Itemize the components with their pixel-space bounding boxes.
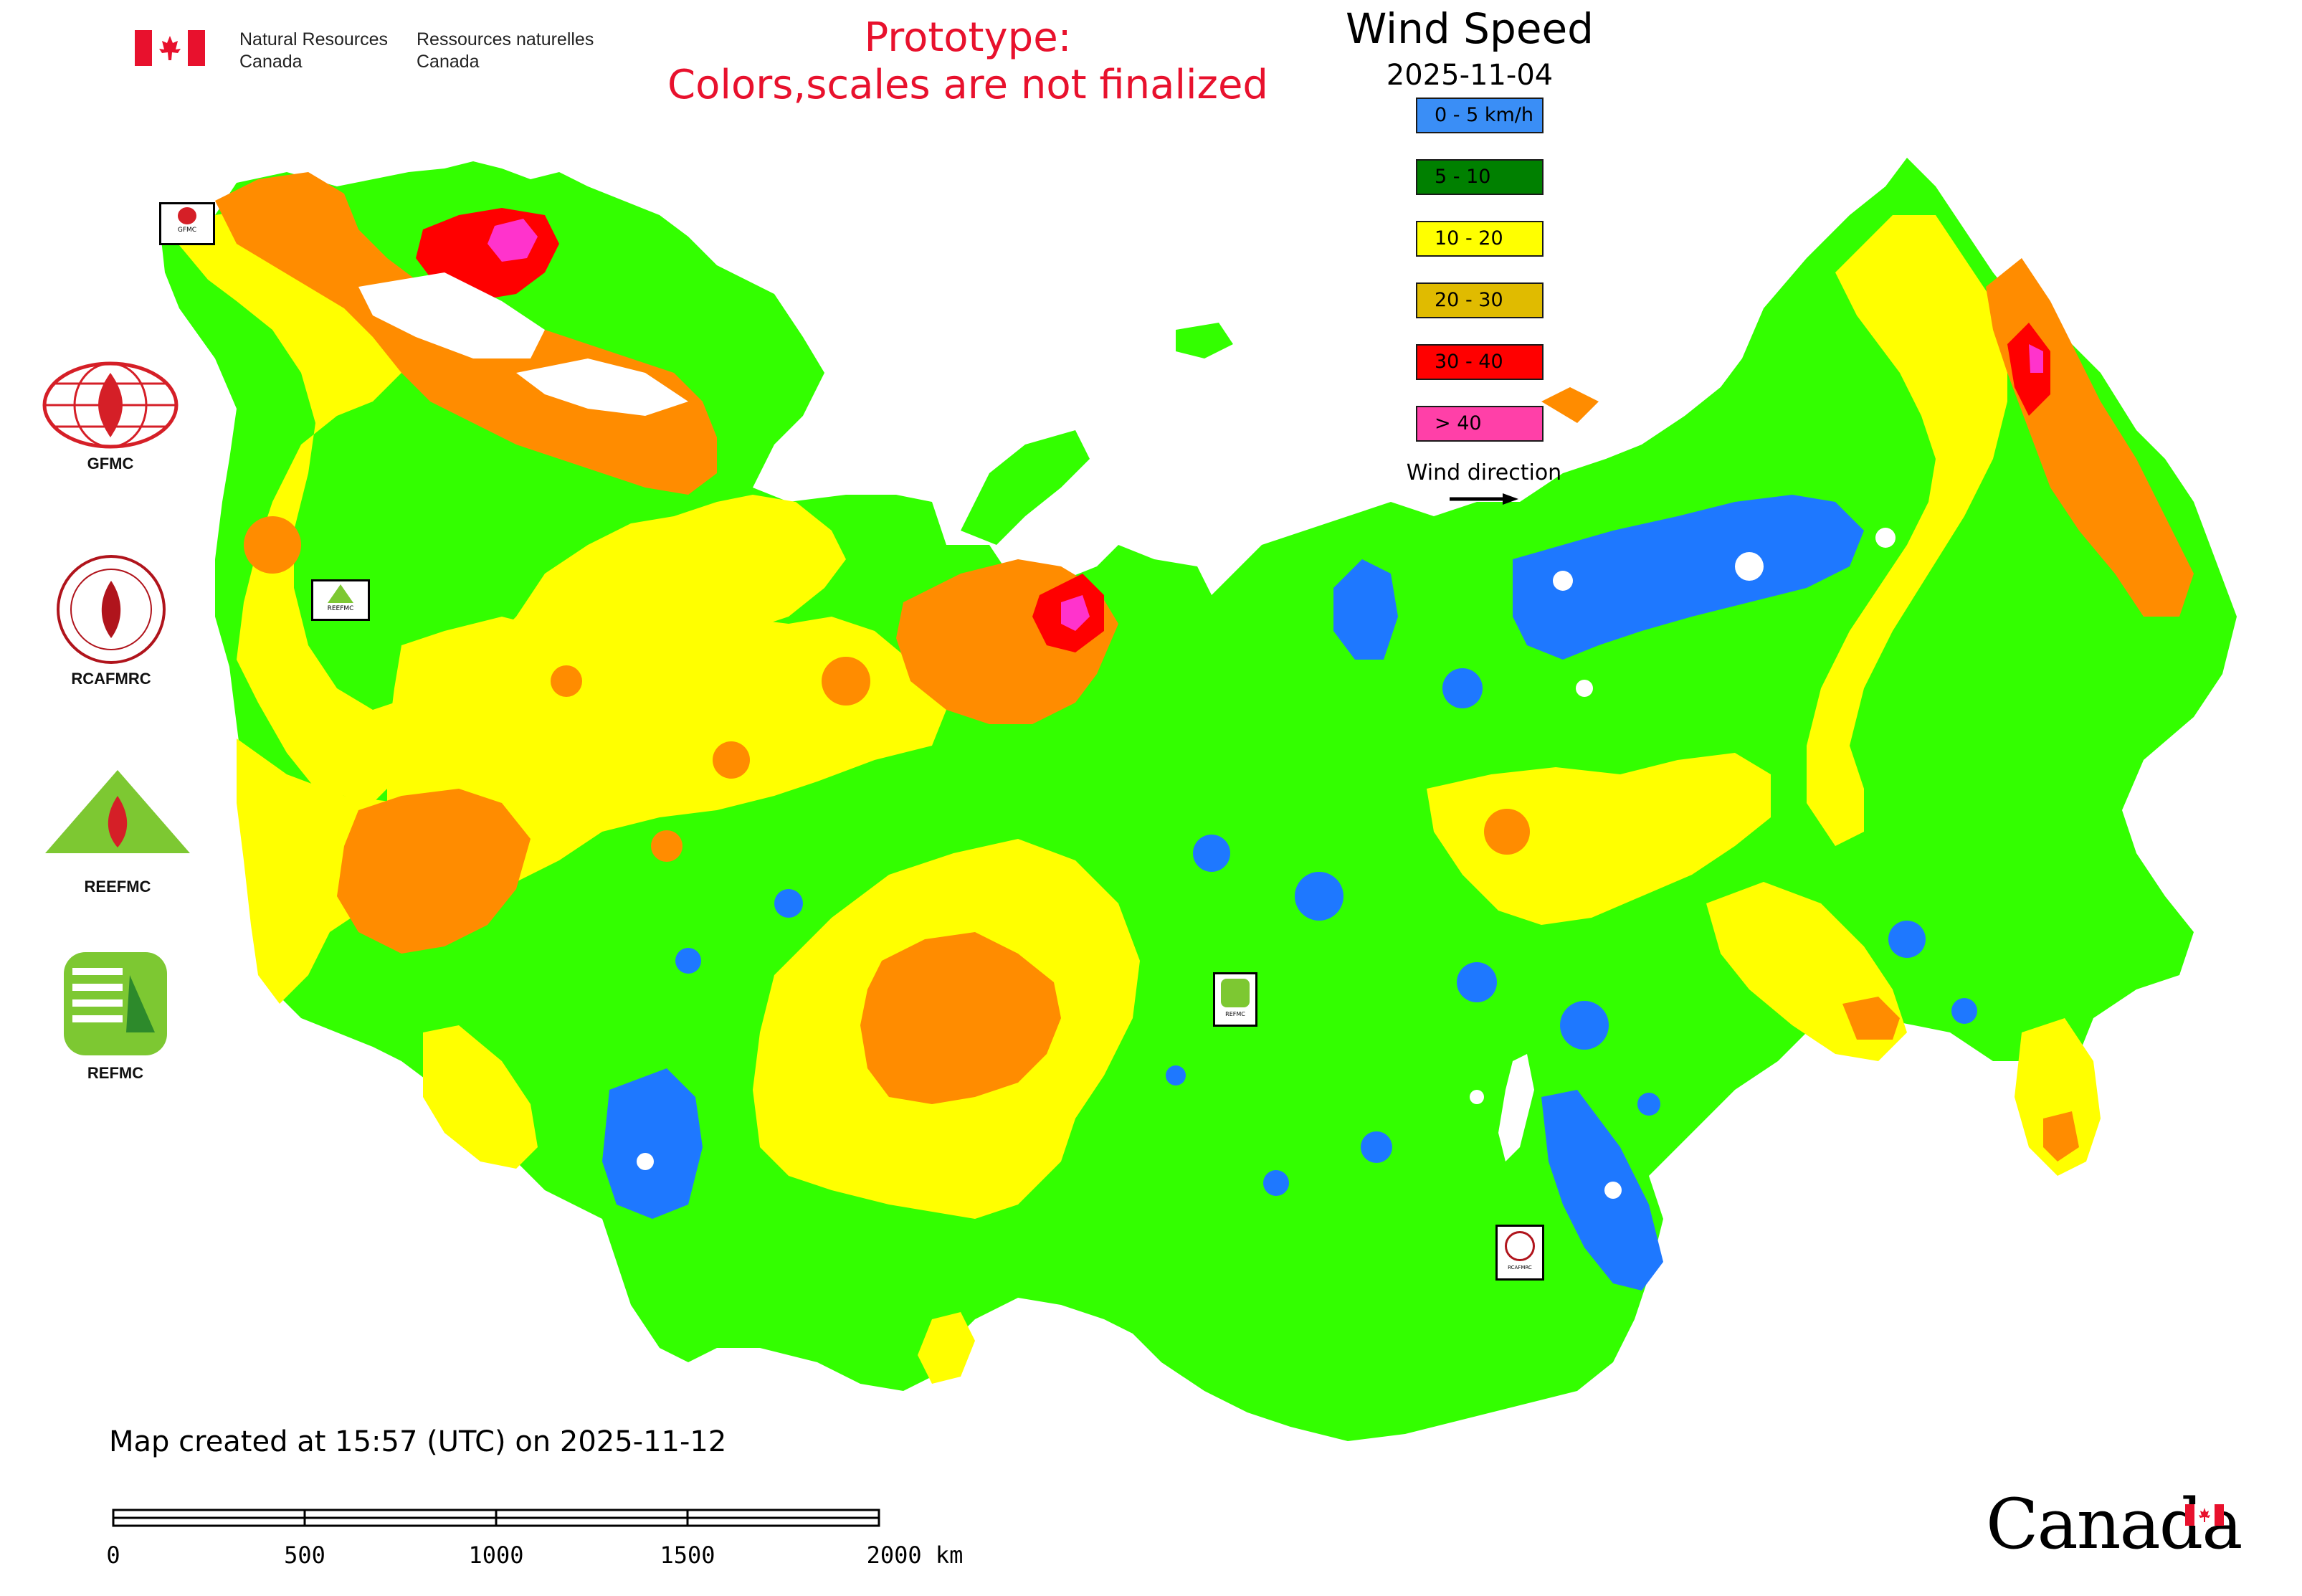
island-new-siberian: [1176, 323, 1233, 358]
reefmc-label: REEFMC: [84, 878, 151, 896]
notice-line2: Colors,scales are not finalized: [667, 62, 1268, 108]
marker-flame-icon: [178, 207, 196, 224]
gov-header: Natural Resources Canada Ressources natu…: [135, 26, 608, 76]
legend-item-5-10: 5 - 10: [1416, 159, 1544, 195]
prototype-notice: Prototype: Colors,scales are not finaliz…: [645, 14, 1290, 109]
zone-magenta-kara: [1061, 595, 1090, 631]
map-marker-refmc[interactable]: REFMC: [1213, 972, 1257, 1027]
wordmark-flag-icon: [2185, 1504, 2224, 1526]
wind-direction-arrow-icon: [1450, 493, 1518, 505]
marker-emblem-icon: [1221, 979, 1250, 1007]
map-date: 2025-11-04: [1386, 59, 1554, 92]
logo-gfmc: GFMC: [39, 358, 182, 473]
lakes: [358, 272, 1896, 1199]
scale-label-500: 500: [284, 1542, 325, 1569]
refmc-label: REFMC: [87, 1064, 144, 1082]
canada-flag-icon: [135, 30, 205, 66]
legend-item-gt40: > 40: [1416, 406, 1544, 442]
marker-label: REFMC: [1225, 1011, 1245, 1017]
scale-label-1500: 1500: [660, 1542, 715, 1569]
legend-label: 10 - 20: [1435, 227, 1503, 250]
scale-bar-graphic: [112, 1509, 880, 1527]
zone-yellow-mid: [387, 617, 946, 889]
marker-label: GFMC: [177, 227, 197, 234]
scale-label-0: 0: [106, 1542, 120, 1569]
logo-refmc: REFMC: [54, 946, 176, 1083]
marker-triangle-icon: [328, 584, 353, 603]
zone-blue-east: [1513, 495, 1864, 660]
refmc-emblem-icon: [64, 952, 167, 1055]
legend-item-30-40: 30 - 40: [1416, 344, 1544, 380]
map-title: Wind Speed: [1345, 4, 1594, 53]
scale-label-2000: 2000 km: [866, 1542, 964, 1569]
gfmc-globe-icon: [42, 361, 179, 449]
scale-label-1000: 1000: [468, 1542, 524, 1569]
zone-yellow-east: [1427, 753, 1771, 925]
island-wrangel: [1541, 387, 1599, 423]
legend-label: 20 - 30: [1435, 289, 1503, 311]
gfmc-label: GFMC: [87, 455, 134, 472]
notice-line1: Prototype:: [864, 14, 1072, 61]
zone-yellow-south: [918, 1312, 975, 1384]
marker-label: REEFMC: [327, 605, 354, 612]
blue-calm-spots: [675, 668, 1977, 1196]
zone-yellow-caspian: [423, 1025, 538, 1169]
zone-orange-east-dot: [1484, 809, 1530, 855]
legend-label: > 40: [1435, 412, 1482, 434]
legend-label: 30 - 40: [1435, 351, 1503, 373]
zone-orange-sakhalin: [2043, 1111, 2079, 1162]
zone-blue-baikal: [1541, 1090, 1663, 1291]
orange-spots: [244, 516, 870, 862]
legend-label: 5 - 10: [1435, 166, 1491, 188]
map-title-block: Wind Speed 2025-11-04: [1305, 3, 1635, 93]
zone-blue-kazakh: [602, 1068, 703, 1219]
legend-item-20-30: 20 - 30: [1416, 282, 1544, 318]
zone-orange-se: [1842, 997, 1900, 1040]
marker-label: RCAFMRC: [1508, 1265, 1532, 1270]
zone-blue-taimyr: [1333, 559, 1398, 660]
logo-reefmc: REEFMC: [39, 767, 196, 896]
map-marker-reefmc[interactable]: REEFMC: [311, 579, 370, 621]
legend-item-0-5: 0 - 5 km/h: [1416, 98, 1544, 133]
island-novaya-zemlya: [961, 430, 1090, 545]
zone-yellow-west: [172, 208, 846, 803]
rcafmrc-seal-icon: [57, 555, 166, 664]
reefmc-triangle-icon: [45, 770, 190, 872]
zone-orange-center: [860, 932, 1061, 1104]
legend-label: 0 - 5 km/h: [1435, 104, 1533, 126]
map-marker-gfmc[interactable]: GFMC: [159, 202, 215, 245]
zone-yellow-fareast: [1807, 215, 2007, 846]
map-created-timestamp: Map created at 15:57 (UTC) on 2025-11-12: [109, 1425, 727, 1458]
rcafmrc-label: RCAFMRC: [71, 670, 151, 688]
zone-red-kamchatka: [2007, 323, 2050, 416]
marker-seal-icon: [1505, 1231, 1535, 1261]
scale-bar: 0 500 1000 1500 2000 km: [106, 1504, 968, 1576]
map-marker-rcafmrc[interactable]: RCAFMRC: [1495, 1225, 1544, 1281]
org-name-fr: Ressources naturelles Canada: [417, 29, 594, 72]
org-name-en: Natural Resources Canada: [239, 29, 389, 72]
logo-rcafmrc: RCAFMRC: [50, 552, 172, 688]
zone-magenta-kamchatka: [2029, 344, 2043, 373]
zone-orange-west: [337, 789, 531, 954]
legend-item-10-20: 10 - 20: [1416, 221, 1544, 257]
zone-magenta-kola: [487, 219, 538, 262]
wind-direction-label: Wind direction: [1406, 460, 1562, 485]
zone-yellow-sakhalin: [2015, 1018, 2101, 1176]
